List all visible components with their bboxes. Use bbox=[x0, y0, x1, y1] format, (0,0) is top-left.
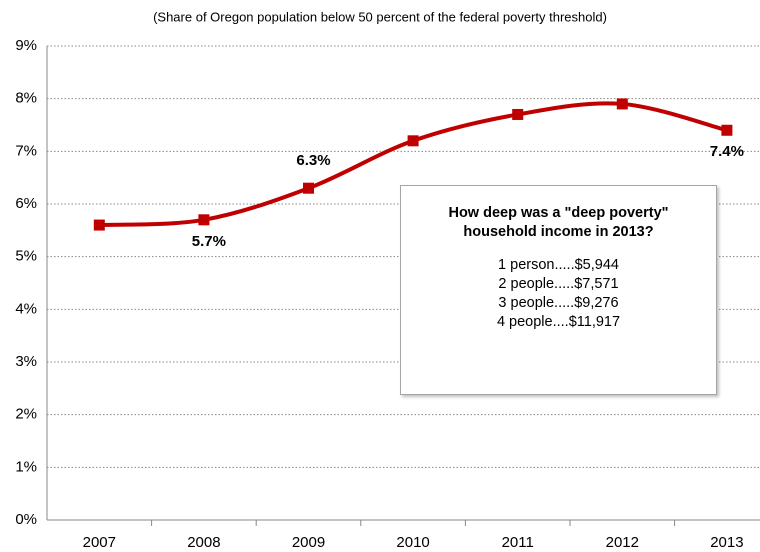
marker bbox=[407, 135, 419, 147]
y-tick-label: 5% bbox=[15, 248, 37, 265]
y-tick-label: 8% bbox=[15, 90, 37, 107]
annotation-line: 2 people.....$7,571 bbox=[498, 276, 619, 292]
marker bbox=[512, 108, 524, 120]
marker bbox=[616, 98, 628, 110]
annotation-line: 4 people....$11,917 bbox=[496, 314, 621, 330]
y-tick-label: 4% bbox=[15, 300, 37, 317]
x-tick-label: 2008 bbox=[187, 534, 220, 551]
annotation-line: 3 people.....$9,276 bbox=[498, 295, 619, 311]
y-tick-label: 6% bbox=[15, 195, 37, 212]
y-tick-label: 2% bbox=[15, 406, 37, 423]
marker bbox=[93, 219, 105, 231]
chart-subtitle: (Share of Oregon population below 50 per… bbox=[153, 9, 607, 24]
y-tick-label: 0% bbox=[15, 511, 37, 528]
y-tick-label: 3% bbox=[15, 353, 37, 370]
marker bbox=[198, 214, 210, 226]
marker bbox=[721, 124, 733, 136]
x-tick-label: 2012 bbox=[606, 534, 639, 551]
y-tick-label: 9% bbox=[15, 37, 37, 54]
x-tick-label: 2010 bbox=[396, 534, 429, 551]
data-label: 7.4% bbox=[710, 143, 744, 160]
annotation-line: 1 person.....$5,944 bbox=[498, 257, 619, 273]
x-tick-label: 2007 bbox=[83, 534, 116, 551]
annotation-box: How deep was a "deep poverty" household … bbox=[400, 185, 717, 395]
x-tick-label: 2009 bbox=[292, 534, 325, 551]
data-label: 6.3% bbox=[296, 152, 330, 169]
marker bbox=[303, 182, 314, 194]
x-tick-label: 2013 bbox=[710, 534, 743, 551]
x-tick-label: 2011 bbox=[502, 534, 534, 551]
y-tick-label: 1% bbox=[15, 458, 37, 475]
y-tick-label: 7% bbox=[15, 142, 37, 159]
data-label: 5.7% bbox=[192, 233, 226, 250]
annotation-title: How deep was a "deep poverty" household … bbox=[448, 205, 669, 240]
